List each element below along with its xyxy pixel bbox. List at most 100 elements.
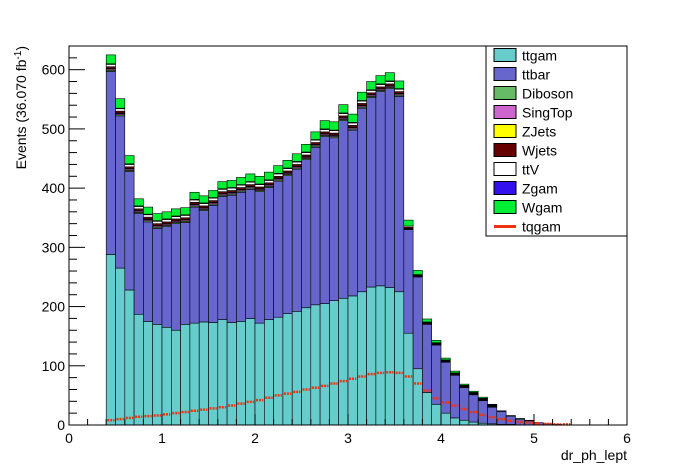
bar-ttgam-20: [291, 310, 302, 426]
bar-ttgam-37: [449, 417, 460, 426]
y-axis-title-sup: -1: [13, 50, 24, 59]
y-axis-title-end: ): [13, 46, 29, 51]
bar-ttbar-30: [384, 88, 395, 288]
legend: ttgam ttbar Diboson SingTop ZJets Wjets ttV Zga…: [485, 45, 628, 237]
bar-ttbar-41: [487, 406, 498, 425]
bar-Wgam-5: [152, 213, 163, 221]
bar-ttV-9: [189, 199, 200, 203]
bar-ttV-12: [217, 189, 228, 192]
legend-swatch-ZJets: [493, 124, 517, 138]
x-tick-label-0: 0: [65, 430, 73, 446]
bar-Wgam-8: [180, 207, 191, 216]
bar-ttgam-5: [152, 324, 163, 426]
bar-ttbar-26: [347, 129, 358, 297]
bar-ttgam-38: [459, 419, 470, 426]
bar-ttgam-31: [394, 291, 405, 426]
bar-ttgam-0: [105, 254, 116, 426]
y-tick-label-1: 100: [42, 358, 66, 374]
bar-ttgam-22: [310, 304, 321, 426]
bar-ttgam-3: [133, 313, 144, 426]
bar-Wgam-26: [347, 113, 358, 123]
legend-label-ttgam: ttgam: [522, 48, 557, 64]
bar-ttV-20: [291, 161, 302, 165]
bar-ttbar-37: [449, 374, 460, 419]
bar-ttbar-23: [319, 136, 330, 304]
legend-label-Zgam: Zgam: [522, 181, 558, 197]
bar-Wgam-20: [291, 153, 302, 162]
bar-ttV-29: [375, 84, 386, 88]
legend-swatch-ttV: [493, 162, 517, 176]
series-Wgam: [105, 54, 535, 422]
legend-label-ttbar: ttbar: [522, 67, 550, 83]
legend-swatch-SingTop: [493, 105, 517, 119]
bar-ttV-17: [263, 180, 274, 184]
x-tick-label-4: 4: [437, 430, 445, 446]
legend-swatch-ttgam: [493, 48, 517, 62]
legend-swatch-Wjets: [493, 143, 517, 157]
bar-Wgam-12: [217, 181, 228, 190]
bar-ttbar-2: [124, 171, 135, 291]
bar-ttV-31: [394, 88, 405, 92]
bar-ttbar-25: [338, 120, 349, 299]
bar-ttV-21: [301, 152, 312, 156]
bar-ttgam-32: [403, 332, 414, 426]
x-tick-label-1: 1: [158, 430, 166, 446]
bar-ttgam-2: [124, 289, 135, 426]
x-tick-label-6: 6: [623, 430, 631, 446]
bar-ttgam-21: [301, 307, 312, 426]
bar-ttbar-27: [356, 107, 367, 293]
bar-Wgam-33: [412, 270, 423, 275]
bar-ttV-2: [124, 164, 135, 168]
bar-ttgam-29: [375, 285, 386, 426]
bar-ttV-14: [236, 184, 246, 188]
bar-Wgam-36: [440, 357, 451, 361]
bar-Wgam-22: [310, 131, 321, 140]
bar-ttgam-19: [282, 313, 293, 426]
bar-ttbar-33: [412, 276, 423, 370]
bar-ttV-18: [273, 173, 284, 177]
bar-ttgam-16: [254, 322, 265, 426]
bar-ttbar-0: [105, 71, 116, 255]
bar-ttbar-12: [217, 196, 228, 320]
bar-Wgam-31: [394, 80, 405, 89]
bar-ttbar-6: [161, 226, 172, 328]
legend-label-SingTop: SingTop: [522, 105, 573, 121]
x-tick-label-3: 3: [344, 430, 352, 446]
bar-Wgam-42: [496, 410, 507, 412]
bar-ttV-0: [105, 64, 116, 68]
bar-ttbar-21: [301, 159, 312, 309]
bar-ttV-8: [180, 215, 191, 219]
bar-Wgam-15: [245, 173, 256, 182]
bar-Wgam-16: [254, 175, 265, 185]
bar-ttbar-19: [282, 175, 293, 314]
bar-Wgam-28: [366, 81, 377, 91]
bar-ttV-13: [226, 187, 237, 191]
bar-ttV-11: [208, 197, 219, 201]
bar-Wgam-43: [505, 415, 516, 417]
bar-Wgam-4: [143, 206, 153, 215]
bar-Wgam-9: [189, 191, 200, 200]
bar-Wgam-14: [236, 177, 246, 185]
bar-Wgam-39: [468, 390, 479, 393]
legend-swatch-Zgam: [493, 181, 517, 195]
bar-Wgam-30: [384, 72, 395, 82]
bar-ttgam-6: [161, 326, 172, 426]
bar-ttbar-38: [459, 387, 470, 421]
bar-Wgam-37: [449, 370, 460, 374]
bar-ttgam-8: [180, 324, 191, 426]
bar-ttbar-10: [198, 210, 209, 323]
bar-ttbar-22: [310, 146, 321, 306]
bar-Wgam-40: [477, 396, 488, 399]
bar-ttgam-28: [366, 286, 377, 426]
bar-ttV-7: [171, 216, 181, 220]
bar-Wgam-38: [459, 383, 470, 386]
bar-ttgam-34: [422, 392, 432, 426]
y-tick-label-2: 200: [42, 299, 66, 315]
bar-ttbar-7: [171, 223, 181, 331]
bar-ttbar-18: [273, 180, 284, 318]
bar-ttbar-24: [329, 137, 339, 301]
bar-ttgam-26: [347, 295, 358, 426]
bar-ttV-23: [319, 129, 330, 133]
bar-Wgam-6: [161, 211, 172, 220]
bar-ttgam-27: [356, 291, 367, 426]
